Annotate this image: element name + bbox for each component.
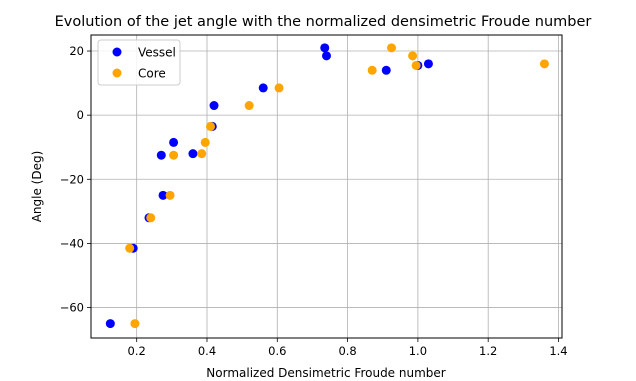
y-axis-label: Angle (Deg) (30, 151, 44, 223)
data-point-core (169, 150, 179, 160)
x-axis-label: Normalized Densimetric Froude number (206, 366, 445, 380)
y-tick-label: −60 (60, 301, 84, 315)
data-point-vessel (322, 51, 331, 61)
data-point-core (165, 190, 175, 200)
y-tick-label: −40 (60, 236, 84, 250)
legend-label-core: Core (138, 67, 166, 81)
data-point-vessel (423, 59, 433, 69)
data-point-vessel (320, 43, 330, 53)
x-tick-label: 1.2 (479, 344, 497, 358)
data-point-core (411, 60, 421, 70)
x-tick-label: 0.2 (128, 344, 146, 358)
data-point-core (125, 243, 135, 253)
y-tick-label: −20 (60, 172, 84, 186)
data-point-vessel (209, 101, 219, 111)
data-point-core (200, 137, 210, 147)
data-point-core (206, 121, 216, 131)
data-point-core (244, 101, 254, 111)
x-tick-label: 0.8 (338, 344, 356, 358)
data-point-vessel (188, 149, 198, 159)
y-tick-label: 0 (77, 108, 84, 122)
y-tick-label: 20 (69, 44, 84, 58)
chart-title: Evolution of the jet angle with the norm… (55, 14, 592, 30)
y-axis: −60 −40 −20 0 20 (60, 44, 91, 315)
data-point-vessel (381, 65, 391, 75)
data-point-core (274, 83, 284, 93)
data-point-vessel (158, 190, 168, 200)
legend-marker-core (112, 68, 122, 78)
plot-area (90, 34, 563, 339)
x-tick-label: 0.4 (198, 344, 216, 358)
data-point-core (197, 149, 207, 159)
data-point-vessel (258, 83, 268, 93)
x-axis: 0.2 0.4 0.6 0.8 1.0 1.2 1.4 (128, 338, 568, 358)
data-point-vessel (105, 319, 115, 329)
data-point-core (146, 213, 156, 223)
data-point-vessel (169, 137, 179, 147)
data-point-core (539, 59, 549, 69)
legend-label-vessel: Vessel (138, 46, 176, 60)
x-tick-label: 1.0 (409, 344, 427, 358)
data-point-core (367, 65, 377, 75)
data-points (105, 43, 549, 329)
x-tick-label: 0.6 (268, 344, 286, 358)
x-tick-label: 1.4 (549, 344, 567, 358)
data-point-core (387, 43, 397, 53)
legend-marker-vessel (112, 47, 122, 57)
data-point-vessel (156, 150, 166, 160)
legend: Vessel Core (97, 39, 181, 86)
data-point-core (130, 319, 140, 329)
data-point-core (408, 51, 418, 61)
